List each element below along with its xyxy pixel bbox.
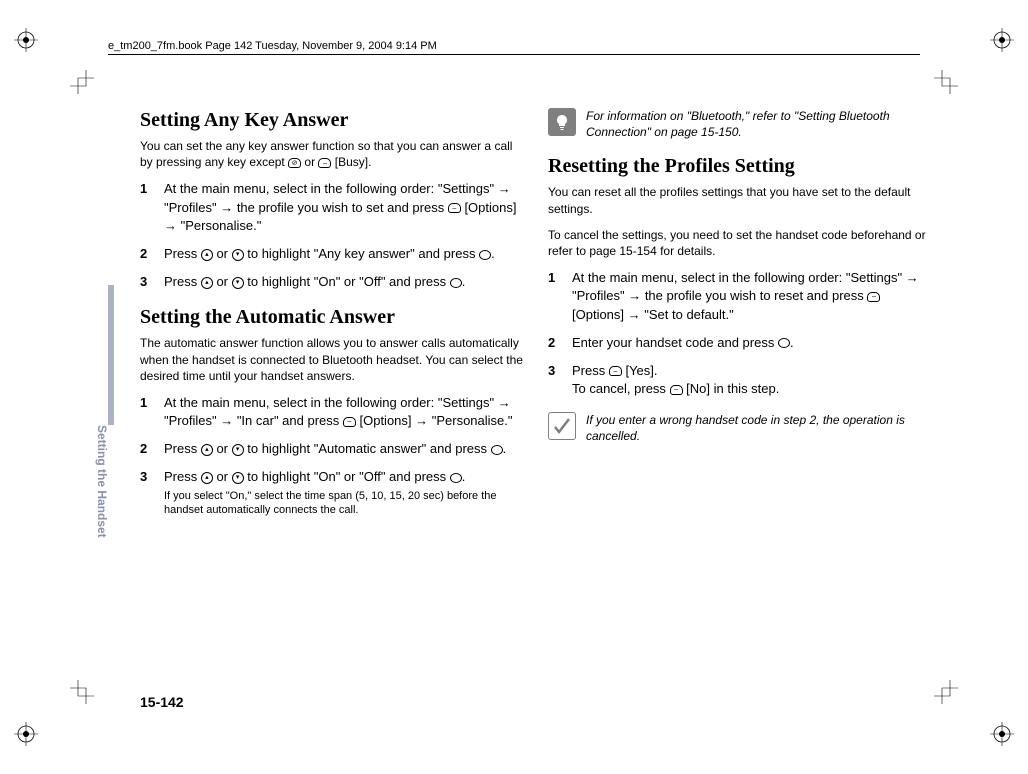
- step-number: 1: [548, 269, 572, 324]
- softkey-icon: –: [609, 366, 622, 376]
- side-tab-label: Setting the Handset: [95, 425, 109, 538]
- step-text: At the main menu, select in the followin…: [164, 394, 524, 430]
- step-item: 1 At the main menu, select in the follow…: [140, 180, 524, 235]
- end-key-icon: ⊘: [288, 158, 301, 168]
- down-key-icon: ▾: [232, 249, 244, 261]
- softkey-icon: –: [318, 158, 331, 168]
- step-note: If you select "On," select the time span…: [164, 489, 524, 519]
- step-number: 2: [140, 440, 164, 458]
- down-key-icon: ▾: [232, 472, 244, 484]
- side-tab: Setting the Handset: [108, 425, 126, 595]
- step-text: Press ▴ or ▾ to highlight "On" or "Off" …: [164, 273, 524, 291]
- section-intro: To cancel the settings, you need to set …: [548, 227, 932, 259]
- checkmark-icon: [548, 412, 576, 440]
- step-list: 1 At the main menu, select in the follow…: [140, 394, 524, 518]
- step-number: 3: [140, 273, 164, 291]
- crop-mark-icon: [984, 716, 1014, 746]
- step-number: 3: [140, 468, 164, 518]
- center-key-icon: [450, 278, 462, 288]
- step-text: Enter your handset code and press .: [572, 334, 932, 352]
- crop-mark-icon: [14, 28, 44, 58]
- corner-mark-icon: [934, 70, 958, 94]
- softkey-icon: –: [448, 203, 461, 213]
- page-header: e_tm200_7fm.book Page 142 Tuesday, Novem…: [108, 40, 920, 55]
- step-text: At the main menu, select in the followin…: [164, 180, 524, 235]
- lightbulb-icon: [548, 108, 576, 136]
- note-text: For information on "Bluetooth," refer to…: [586, 108, 932, 140]
- crop-mark-icon: [14, 716, 44, 746]
- step-number: 2: [548, 334, 572, 352]
- up-key-icon: ▴: [201, 472, 213, 484]
- softkey-icon: –: [867, 292, 880, 302]
- step-list: 1 At the main menu, select in the follow…: [140, 180, 524, 291]
- corner-mark-icon: [934, 680, 958, 704]
- step-number: 2: [140, 245, 164, 263]
- step-text: Press – [Yes].To cancel, press – [No] in…: [572, 362, 932, 398]
- down-key-icon: ▾: [232, 277, 244, 289]
- step-item: 2 Press ▴ or ▾ to highlight "Automatic a…: [140, 440, 524, 458]
- step-number: 1: [140, 394, 164, 430]
- up-key-icon: ▴: [201, 249, 213, 261]
- center-key-icon: [450, 473, 462, 483]
- section-title: Setting Any Key Answer: [140, 108, 524, 132]
- step-number: 3: [548, 362, 572, 398]
- up-key-icon: ▴: [201, 444, 213, 456]
- step-item: 2 Press ▴ or ▾ to highlight "Any key ans…: [140, 245, 524, 263]
- step-text: Press ▴ or ▾ to highlight "Any key answe…: [164, 245, 524, 263]
- step-item: 1 At the main menu, select in the follow…: [548, 269, 932, 324]
- step-list: 1 At the main menu, select in the follow…: [548, 269, 932, 398]
- step-text: Press ▴ or ▾ to highlight "On" or "Off" …: [164, 468, 524, 518]
- section-intro: You can set the any key answer function …: [140, 138, 524, 170]
- up-key-icon: ▴: [201, 277, 213, 289]
- step-number: 1: [140, 180, 164, 235]
- step-item: 3 Press ▴ or ▾ to highlight "On" or "Off…: [140, 273, 524, 291]
- softkey-icon: –: [343, 417, 356, 427]
- right-column: For information on "Bluetooth," refer to…: [548, 108, 932, 532]
- section-intro: The automatic answer function allows you…: [140, 335, 524, 384]
- section-title: Setting the Automatic Answer: [140, 305, 524, 329]
- step-text: At the main menu, select in the followin…: [572, 269, 932, 324]
- left-column: Setting Any Key Answer You can set the a…: [140, 108, 524, 532]
- step-item: 3 Press ▴ or ▾ to highlight "On" or "Off…: [140, 468, 524, 518]
- tip-note: If you enter a wrong handset code in ste…: [548, 412, 932, 444]
- section-intro: You can reset all the profiles settings …: [548, 184, 932, 216]
- center-key-icon: [479, 250, 491, 260]
- down-key-icon: ▾: [232, 444, 244, 456]
- corner-mark-icon: [70, 70, 94, 94]
- note-text: If you enter a wrong handset code in ste…: [586, 412, 932, 444]
- step-item: 1 At the main menu, select in the follow…: [140, 394, 524, 430]
- step-text: Press ▴ or ▾ to highlight "Automatic ans…: [164, 440, 524, 458]
- center-key-icon: [778, 338, 790, 348]
- page-number: 15-142: [140, 694, 184, 710]
- step-item: 3 Press – [Yes].To cancel, press – [No] …: [548, 362, 932, 398]
- step-item: 2 Enter your handset code and press .: [548, 334, 932, 352]
- crop-mark-icon: [984, 28, 1014, 58]
- center-key-icon: [491, 445, 503, 455]
- section-title: Resetting the Profiles Setting: [548, 154, 932, 178]
- softkey-icon: –: [670, 385, 683, 395]
- corner-mark-icon: [70, 680, 94, 704]
- info-note: For information on "Bluetooth," refer to…: [548, 108, 932, 140]
